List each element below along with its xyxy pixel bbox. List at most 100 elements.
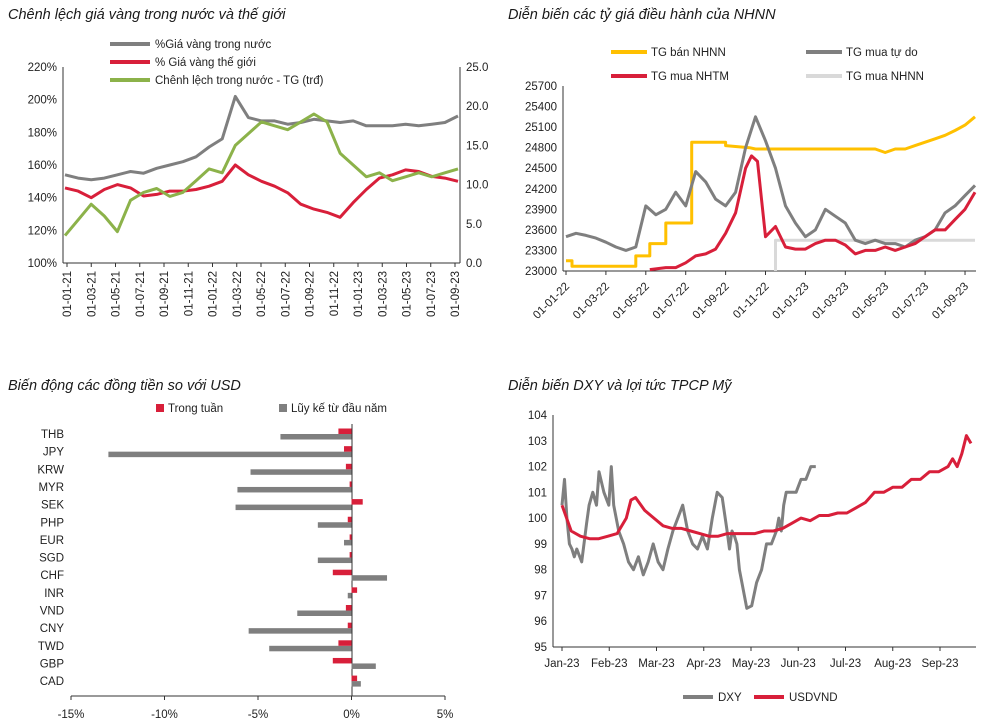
chart4-y-tick: 98: [534, 565, 547, 577]
chart1-legend-label: % Giá vàng thế giới: [155, 57, 256, 69]
chart3-bar-ytd: [317, 557, 352, 564]
chart3-category-label: CAD: [40, 676, 64, 688]
chart1-x-tick: 01-03-22: [232, 271, 244, 317]
chart2-legend-label: TG mua NHNN: [846, 71, 924, 83]
chart3-category-label: TWD: [38, 641, 64, 653]
chart3-x-tick: 0%: [343, 709, 360, 721]
chart4-y-tick: 99: [534, 539, 547, 551]
chart3-bar-ytd: [250, 469, 352, 475]
chart4-y-tick: 104: [528, 410, 548, 422]
chart1-x-tick: 01-07-21: [135, 271, 147, 317]
chart1-left-tick: 100%: [28, 258, 57, 270]
chart3-category-label: EUR: [40, 535, 64, 547]
chart1-right-tick: 15.0: [466, 140, 488, 152]
chart3-bar-week: [345, 463, 352, 470]
chart1-x-tick: 01-01-22: [208, 271, 220, 317]
chart3-category-label: KRW: [37, 464, 64, 476]
chart3-category-label: CHF: [40, 570, 64, 582]
chart4-x-tick: Jul-23: [830, 658, 861, 670]
chart2-legend-label: TG mua NHTM: [651, 71, 729, 83]
chart2-y-tick: 25400: [525, 102, 557, 114]
chart2-x-tick: 01-07-23: [890, 281, 931, 322]
chart3-bar-week: [349, 534, 352, 540]
chart1-x-tick: 01-05-23: [402, 271, 414, 317]
chart1-series-spread-line: [63, 112, 459, 237]
chart4-x-tick: Aug-23: [874, 658, 911, 670]
chart2-y-tick: 23300: [525, 245, 557, 257]
chart4-x-tick: Apr-23: [686, 658, 721, 670]
chart3-bar-ytd: [347, 592, 352, 599]
chart1-right-tick: 5.0: [466, 219, 482, 231]
chart3-bar-week: [338, 640, 352, 646]
chart2-x-tick: 01-01-22: [531, 281, 572, 322]
chart4-y-tick: 96: [534, 616, 547, 628]
chart4-legend-label: DXY: [718, 692, 742, 704]
chart3-bar-ytd: [248, 628, 352, 634]
chart2-x-tick: 01-11-22: [731, 281, 771, 321]
chart1-x-tick: 01-01-21: [62, 271, 74, 317]
chart1-x-tick: 01-03-23: [377, 271, 389, 317]
chart3-bar-week: [332, 569, 352, 576]
chart2-legend-label: TG mua tự do: [846, 47, 918, 59]
chart3-bar-ytd: [237, 486, 352, 493]
chart3-legend-swatch: [156, 404, 164, 412]
chart4-x-tick: Mar-23: [638, 658, 674, 670]
chart2-series-sbv-sell-line: [566, 115, 976, 268]
chart1-x-tick: 01-09-23: [450, 271, 462, 317]
chart1-x-tick: 01-05-22: [256, 271, 268, 317]
chart2-y-tick: 24800: [525, 143, 557, 155]
chart3-bar-ytd: [317, 522, 352, 528]
chart3-category-label: INR: [44, 588, 64, 600]
chart2-y-tick: 23600: [525, 225, 557, 237]
chart3-bar-week: [332, 657, 352, 664]
chart1-x-tick: 01-07-22: [280, 271, 292, 317]
chart3-category-label: THB: [41, 429, 64, 441]
chart3-category-label: MYR: [38, 482, 64, 494]
chart1-series-domestic-line: [64, 94, 459, 182]
chart4-x-tick: Feb-23: [591, 658, 627, 670]
chart2-y-tick: 23000: [525, 266, 557, 278]
chart3-bar-ytd: [351, 575, 388, 581]
chart1-legend-label: Chênh lệch trong nước - TG (trđ): [155, 75, 324, 87]
chart1-x-tick: 01-05-21: [111, 271, 123, 317]
chart2-legend-label: TG bán NHNN: [651, 47, 726, 59]
chart1-x-tick: 01-01-23: [353, 271, 365, 317]
chart1-right-tick: 0.0: [466, 258, 482, 270]
chart3-legend-label: Lũy kế từ đầu năm: [291, 403, 387, 415]
chart1-left-tick: 180%: [28, 127, 57, 139]
chart3-category-label: SGD: [39, 553, 64, 565]
chart2-x-tick: 01-07-22: [651, 281, 692, 322]
chart3-category-label: PHP: [40, 517, 64, 529]
chart3-legend-swatch: [279, 404, 287, 412]
chart4-x-tick: Jan-23: [544, 658, 579, 670]
chart1-left-tick: 200%: [28, 95, 57, 107]
chart4-series-usdvnd-line: [560, 434, 973, 541]
chart3-bar-ytd: [280, 434, 352, 440]
chart3-bar-ytd: [351, 681, 361, 687]
chart2-series-sbv-buy-line: [774, 238, 975, 271]
chart3-category-label: VND: [40, 606, 64, 618]
chart3-x-tick: -10%: [151, 709, 178, 721]
chart2-y-tick: 23900: [525, 204, 557, 216]
chart3-bar-ytd: [344, 539, 352, 546]
chart3-category-label: GBP: [40, 658, 65, 670]
chart1-x-tick: 01-03-21: [86, 271, 98, 317]
chart3-title: Biến động các đồng tiền so với USD: [8, 378, 241, 394]
chart1-left-tick: 140%: [28, 193, 57, 205]
chart3-bar-ytd: [108, 451, 352, 458]
chart1-right-tick: 10.0: [466, 180, 488, 192]
chart1-right-tick: 20.0: [466, 101, 488, 113]
chart1-left-tick: 160%: [28, 160, 57, 172]
chart3-x-tick: 5%: [437, 709, 454, 721]
chart3-x-tick: -15%: [58, 709, 85, 721]
chart4-y-tick: 97: [534, 590, 547, 602]
chart4-x-tick: Sep-23: [921, 658, 958, 670]
chart3-bar-ytd: [351, 663, 376, 669]
chart3-category-label: CNY: [40, 623, 65, 635]
chart2-series-bank-buy-line: [649, 154, 977, 272]
chart3-bar-week: [351, 675, 358, 682]
chart3-bar-week: [347, 516, 352, 523]
chart1-x-tick: 01-09-22: [305, 271, 317, 317]
chart2-y-tick: 25100: [525, 122, 557, 134]
